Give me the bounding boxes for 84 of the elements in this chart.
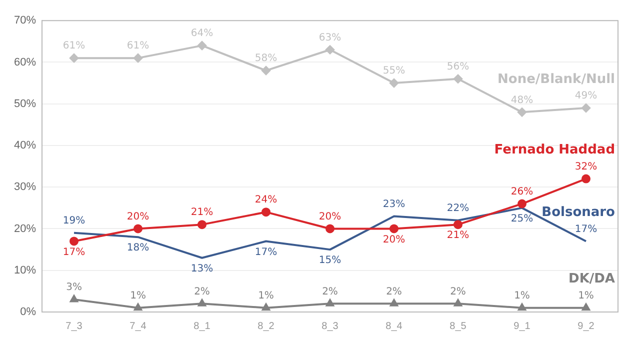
data-label: 1%: [258, 290, 274, 302]
point: [198, 220, 207, 230]
point: [262, 208, 271, 217]
point: [582, 174, 590, 184]
data-label: 2%: [322, 286, 338, 298]
x-tick-label: 8_4: [386, 320, 403, 332]
data-label: 1%: [130, 290, 146, 302]
data-label: 15%: [318, 255, 342, 266]
data-label: 56%: [446, 61, 470, 72]
series-label: None/Blank/Null: [498, 72, 615, 87]
point: [390, 78, 399, 88]
data-label: 48%: [510, 94, 534, 106]
point: [454, 220, 463, 230]
data-label: 63%: [318, 32, 342, 44]
y-tick-label: 40%: [14, 140, 36, 152]
data-label: 20%: [318, 211, 342, 222]
data-label: 25%: [510, 214, 534, 225]
series-label: Bolsonaro: [542, 205, 616, 220]
data-label: 20%: [126, 211, 150, 222]
series-label: DK/DA: [568, 272, 615, 287]
text: Fernado Haddad: [494, 142, 615, 158]
point: [198, 299, 206, 306]
data-label: 22%: [446, 203, 470, 214]
data-label: 2%: [450, 286, 466, 298]
y-tick-label: 30%: [14, 181, 36, 194]
point: [454, 74, 463, 84]
data-label: 17%: [62, 246, 86, 258]
point: [518, 199, 527, 208]
data-label: 19%: [62, 216, 86, 226]
data-label: 24%: [254, 194, 278, 206]
data-label: 2%: [386, 286, 402, 298]
point: [518, 108, 527, 117]
x-tick-label: 9_2: [578, 320, 595, 332]
data-label: 49%: [574, 90, 598, 102]
x-tick-label: 7_4: [130, 320, 147, 332]
y-tick-label: 10%: [14, 264, 36, 276]
y-tick-label: 60%: [14, 56, 36, 68]
point: [134, 303, 142, 311]
point: [326, 299, 334, 306]
point: [582, 104, 590, 113]
data-label: 17%: [574, 224, 598, 235]
point: [262, 66, 271, 76]
point: [70, 236, 79, 246]
point: [454, 299, 462, 306]
data-label: 23%: [382, 198, 406, 210]
data-label: 61%: [62, 40, 86, 52]
data-label: 17%: [254, 246, 278, 258]
data-label: 1%: [514, 290, 530, 302]
x-tick-label: 8_2: [258, 320, 275, 332]
data-label: 55%: [382, 66, 406, 77]
data-label: 18%: [126, 242, 150, 254]
y-tick-label: 70%: [14, 14, 36, 27]
data-label: 20%: [382, 234, 406, 246]
point: [582, 303, 590, 311]
x-tick-label: 8_1: [194, 320, 211, 332]
point: [134, 54, 143, 63]
data-label: 13%: [190, 263, 214, 274]
point: [518, 303, 526, 311]
data-label: 1%: [578, 290, 594, 302]
point: [134, 224, 143, 234]
point: [326, 45, 335, 54]
data-label: 58%: [254, 53, 278, 64]
data-label: 64%: [190, 28, 214, 40]
point: [70, 54, 79, 63]
point: [390, 224, 399, 234]
y-tick-label: 50%: [14, 98, 36, 110]
data-label: 32%: [574, 161, 598, 172]
x-tick-label: 8_3: [322, 320, 339, 332]
data-label: 61%: [126, 40, 150, 52]
point: [326, 224, 335, 234]
point: [198, 41, 207, 50]
data-label: 2%: [194, 286, 210, 298]
x-tick-label: 7_3: [66, 320, 83, 332]
data-label: 21%: [446, 230, 470, 242]
x-tick-label: 9_1: [514, 320, 531, 332]
data-label: 3%: [66, 282, 82, 294]
data-label: 21%: [190, 207, 214, 218]
data-label: 26%: [510, 186, 534, 198]
point: [390, 299, 398, 306]
y-tick-label: 0%: [20, 306, 36, 318]
point: [70, 295, 78, 302]
x-tick-label: 8_5: [450, 320, 467, 332]
point: [262, 303, 270, 311]
y-tick-label: 20%: [14, 222, 36, 235]
